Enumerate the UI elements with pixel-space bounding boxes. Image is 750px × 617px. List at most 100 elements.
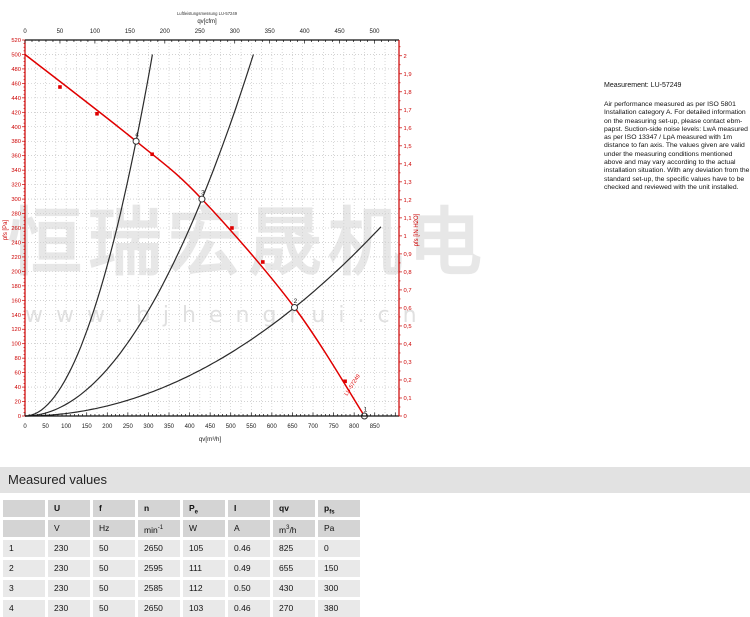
axis-top-tick-label: 50 bbox=[57, 29, 64, 35]
measured-point-circle bbox=[198, 195, 206, 203]
col-header-blank bbox=[3, 500, 45, 517]
table-cell: 2650 bbox=[138, 600, 180, 617]
axis-bottom-tick-label: 450 bbox=[205, 424, 216, 430]
system-load-curve bbox=[24, 54, 153, 417]
axis-left-tick-label: 120 bbox=[11, 327, 21, 333]
axis-left-tick-label: 340 bbox=[11, 168, 21, 174]
axis-right-tick-label: 0,6 bbox=[404, 306, 412, 312]
axis-left-tick-label: 260 bbox=[11, 226, 21, 232]
measured-point-number: 2 bbox=[294, 298, 298, 305]
axis-right-tick-label: 1 bbox=[404, 234, 407, 240]
measured-table-body: U f n Pe I qv pfs V Hz min-1 W A m3/h Pa… bbox=[3, 500, 360, 617]
table-cell: 655 bbox=[273, 560, 315, 577]
table-cell: 50 bbox=[93, 540, 135, 557]
axis-left-tick-label: 500 bbox=[11, 52, 21, 58]
axis-left-tick-label: 520 bbox=[11, 38, 21, 44]
axis-left-tick-label: 400 bbox=[11, 125, 21, 131]
unit-U: V bbox=[48, 520, 90, 537]
col-header-n: n bbox=[138, 500, 180, 517]
fan-curve-square-marker bbox=[230, 226, 234, 230]
axis-left-tick-label: 180 bbox=[11, 284, 21, 290]
table-cell: 103 bbox=[183, 600, 225, 617]
axis-left-tick-label: 440 bbox=[11, 96, 21, 102]
axis-right-tick-label: 1,4 bbox=[404, 162, 413, 168]
table-cell: 50 bbox=[93, 580, 135, 597]
measured-point-number: 3 bbox=[201, 190, 205, 197]
axis-right-tick-label: 0,8 bbox=[404, 270, 412, 276]
table-cell: 105 bbox=[183, 540, 225, 557]
axis-right-tick-label: 0,7 bbox=[404, 288, 412, 294]
axis-bottom-tick-label: 500 bbox=[226, 424, 237, 430]
unit-f: Hz bbox=[93, 520, 135, 537]
unit-Pe: W bbox=[183, 520, 225, 537]
axis-left-tick-label: 160 bbox=[11, 298, 21, 304]
axis-bottom-tick-label: 250 bbox=[123, 424, 134, 430]
measured-point-circle bbox=[290, 304, 298, 312]
axis-left-tick-label: 60 bbox=[15, 371, 21, 377]
col-header-Pe: Pe bbox=[183, 500, 225, 517]
axis-top-tick-label: 300 bbox=[230, 29, 241, 35]
axis-right-tick-label: 0 bbox=[404, 414, 407, 420]
axis-left-tick-label: 380 bbox=[11, 139, 21, 145]
axis-left-tick-label: 320 bbox=[11, 183, 21, 189]
table-cell: 112 bbox=[183, 580, 225, 597]
axis-top-tick-label: 100 bbox=[90, 29, 101, 35]
table-cell: 150 bbox=[318, 560, 360, 577]
axis-left-tick-label: 280 bbox=[11, 212, 21, 218]
axis-right-tick-label: 0,2 bbox=[404, 378, 412, 384]
axis-left-tick-label: 80 bbox=[15, 356, 21, 362]
table-cell: 2650 bbox=[138, 540, 180, 557]
axis-right-tick-label: 1,7 bbox=[404, 108, 412, 114]
measured-values-header-bar: Measured values bbox=[0, 467, 750, 493]
row-number: 3 bbox=[3, 580, 45, 597]
axis-bottom-tick-label: 600 bbox=[267, 424, 278, 430]
col-header-I: I bbox=[228, 500, 270, 517]
measured-values-title: Measured values bbox=[8, 472, 107, 487]
axis-right-tick-label: 2 bbox=[404, 54, 407, 60]
table-cell: 230 bbox=[48, 600, 90, 617]
table-cell: 825 bbox=[273, 540, 315, 557]
axis-right-tick-label: 0,1 bbox=[404, 396, 412, 402]
axis-top-title: qv[cfm] bbox=[197, 19, 217, 25]
axis-left-title: pfs [Pa] bbox=[3, 219, 9, 240]
axis-right-tick-label: 1,6 bbox=[404, 126, 412, 132]
col-header-qv: qv bbox=[273, 500, 315, 517]
unit-qv: m3/h bbox=[273, 520, 315, 537]
axis-bottom-tick-label: 850 bbox=[370, 424, 381, 430]
measurement-note-title: Measurement: LU-57249 bbox=[604, 82, 682, 89]
unit-blank bbox=[3, 520, 45, 537]
axis-bottom-tick-label: 650 bbox=[287, 424, 298, 430]
table-cell: 0.46 bbox=[228, 540, 270, 557]
axis-top-tick-label: 150 bbox=[125, 29, 136, 35]
table-cell: 230 bbox=[48, 560, 90, 577]
table-cell: 380 bbox=[318, 600, 360, 617]
measured-point-circle bbox=[132, 137, 140, 145]
axis-bottom-tick-label: 400 bbox=[185, 424, 196, 430]
watermark-url-text: www.bjhengrui.cn bbox=[25, 303, 430, 328]
unit-n: min-1 bbox=[138, 520, 180, 537]
system-load-curve bbox=[24, 54, 254, 417]
axis-bottom-tick-label: 100 bbox=[61, 424, 72, 430]
table-cell: 2595 bbox=[138, 560, 180, 577]
unit-I: A bbox=[228, 520, 270, 537]
axis-left-tick-label: 360 bbox=[11, 154, 21, 160]
table-cell: 2585 bbox=[138, 580, 180, 597]
axis-left-tick-label: 220 bbox=[11, 255, 21, 261]
axis-left-tick-label: 140 bbox=[11, 313, 21, 319]
row-number: 2 bbox=[3, 560, 45, 577]
axis-right-tick-label: 1,3 bbox=[404, 180, 412, 186]
axis-top-tick-label: 400 bbox=[300, 29, 311, 35]
system-load-curve bbox=[25, 226, 382, 417]
axis-top-tick-label: 250 bbox=[195, 29, 206, 35]
performance-chart: 恒瑞宏晟机电 www.bjhengrui.cn 1 2 3 4 LU-57249 0 50 100… bbox=[3, 11, 482, 443]
fan-curve-square-marker bbox=[150, 152, 154, 157]
axis-left-tick-label: 20 bbox=[15, 400, 21, 406]
measurement-note: Measurement: LU-57249 Air performance me… bbox=[604, 82, 750, 192]
fan-curve-square-marker bbox=[343, 379, 347, 384]
axis-bottom-tick-label: 700 bbox=[308, 424, 319, 430]
fan-curve-square-marker bbox=[58, 85, 62, 89]
measurement-note-body: Air performance measured as per ISO 5801… bbox=[604, 101, 750, 191]
axis-right-title: pfs [iN H2O] bbox=[414, 213, 420, 246]
axis-left-tick-label: 420 bbox=[11, 110, 21, 116]
